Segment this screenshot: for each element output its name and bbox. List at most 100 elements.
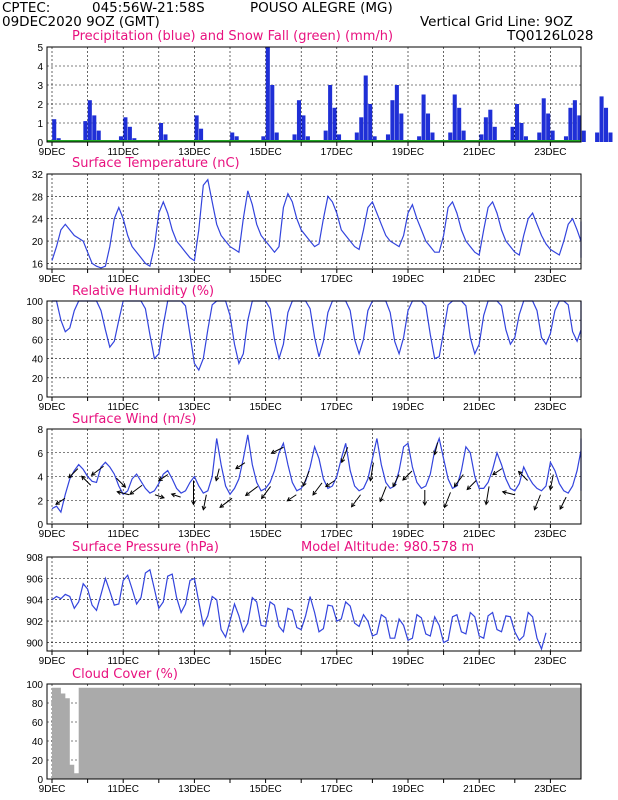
precip-bar — [608, 132, 613, 142]
y-tick-label: 902 — [26, 617, 43, 628]
wind-vector-head — [517, 470, 523, 476]
wind-vector-head — [324, 482, 330, 488]
x-tick-label: 9DEC — [39, 147, 66, 158]
x-tick-label: 19DEC — [392, 784, 424, 795]
wind-vector-head — [368, 476, 374, 482]
precip-bar — [577, 115, 582, 142]
x-tick-label: 17DEC — [321, 784, 353, 795]
wind-vector-head — [191, 500, 196, 506]
precip-bar — [234, 136, 239, 142]
header-grid-note: Vertical Grid Line: 9OZ — [420, 14, 573, 30]
precip-bar — [448, 132, 453, 142]
precip-bar — [92, 115, 97, 142]
wind-vector — [245, 486, 259, 496]
wind-vector-head — [340, 458, 346, 464]
precip-bar — [296, 100, 301, 142]
precip-bar — [390, 100, 395, 142]
wind-vector — [55, 497, 66, 505]
wind-vector — [434, 442, 439, 455]
precip-bar — [515, 104, 520, 142]
precip-bar — [354, 132, 359, 142]
x-tick-label: 9DEC — [39, 402, 66, 413]
x-tick-label: 13DEC — [178, 656, 210, 667]
wind-vector-head — [548, 485, 554, 491]
wind-vector-head — [453, 482, 459, 488]
precip-bar — [519, 123, 524, 142]
precip-bar — [550, 130, 555, 142]
wind-vector-head — [312, 490, 317, 496]
y-tick-label: 5 — [37, 43, 43, 54]
x-tick-label: 13DEC — [178, 147, 210, 158]
wind-vector — [129, 484, 143, 495]
precip-bar — [323, 130, 328, 142]
wind-vector — [559, 496, 567, 510]
precip-bar — [581, 130, 586, 142]
y-tick-label: 904 — [26, 596, 43, 607]
y-tick-label: 900 — [26, 638, 43, 649]
y-tick-label: 6 — [37, 449, 43, 460]
header-run: 09DEC2020 9OZ (GMT) — [2, 14, 160, 30]
precip-bar — [604, 107, 609, 142]
y-tick-label: 80 — [32, 316, 44, 327]
x-tick-label: 21DEC — [463, 656, 495, 667]
x-tick-label: 19DEC — [392, 402, 424, 413]
wind-vector — [533, 494, 541, 510]
x-tick-label: 9DEC — [39, 529, 66, 540]
precip-bar — [430, 132, 435, 142]
precip-bar — [541, 98, 546, 142]
x-tick-label: 21DEC — [463, 529, 495, 540]
wind-vector — [453, 474, 464, 487]
panel-title-temp: Surface Temperature (nC) — [72, 156, 240, 171]
header-org: CPTEC: — [2, 0, 50, 16]
precip-bar — [332, 107, 337, 142]
x-tick-label: 11DEC — [107, 147, 139, 158]
y-tick-label: 16 — [32, 259, 44, 270]
wind-vector — [502, 491, 515, 496]
y-tick-label: 0 — [37, 138, 43, 149]
precip-bar — [563, 136, 568, 142]
wind-vector-head — [559, 505, 564, 511]
x-tick-label: 15DEC — [249, 529, 281, 540]
y-tick-label: 906 — [26, 574, 43, 585]
x-tick-label: 17DEC — [321, 274, 353, 285]
wind-vector — [351, 494, 361, 508]
x-tick-label: 19DEC — [392, 274, 424, 285]
wind-vector-head — [533, 505, 538, 511]
precip-bar — [305, 136, 310, 142]
wind-vector — [402, 470, 413, 481]
wind-vector — [235, 462, 246, 470]
x-tick-label: 17DEC — [321, 147, 353, 158]
wind-vector — [202, 494, 207, 510]
header-coords: 045:56W-21:58S — [92, 0, 205, 16]
y-tick-label: 100 — [26, 680, 43, 691]
x-tick-label: 17DEC — [321, 402, 353, 413]
precip-bar — [461, 130, 466, 142]
precip-bar — [452, 94, 457, 142]
x-tick-label: 21DEC — [463, 274, 495, 285]
wind-vector — [171, 493, 181, 498]
precip-bar — [483, 117, 488, 142]
y-tick-label: 2 — [37, 100, 43, 111]
x-tick-label: 23DEC — [534, 274, 566, 285]
x-tick-label: 13DEC — [178, 529, 210, 540]
wind-vector — [392, 474, 400, 487]
x-tick-label: 15DEC — [249, 147, 281, 158]
wind-vector — [68, 468, 79, 478]
wind-vector — [287, 494, 297, 502]
x-tick-label: 15DEC — [249, 656, 281, 667]
x-tick-label: 19DEC — [392, 656, 424, 667]
x-tick-label: 15DEC — [249, 784, 281, 795]
panel-title-wind: Surface Wind (m/s) — [72, 412, 196, 427]
wind-vector — [312, 482, 323, 496]
wind-vector-head — [492, 470, 497, 476]
wind-vector — [549, 474, 554, 490]
y-tick-label: 20 — [32, 237, 44, 248]
x-tick-label: 17DEC — [321, 656, 353, 667]
y-tick-label: 40 — [32, 737, 44, 748]
x-tick-label: 11DEC — [107, 402, 139, 413]
precip-bar — [118, 136, 123, 142]
precip-bar — [510, 126, 515, 142]
precip-bar — [546, 113, 551, 142]
panel-frame — [46, 683, 582, 780]
